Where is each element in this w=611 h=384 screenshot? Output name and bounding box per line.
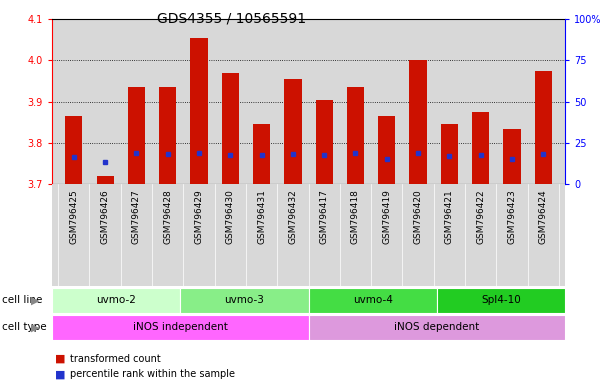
Text: iNOS dependent: iNOS dependent [394,322,480,333]
Text: GSM796431: GSM796431 [257,189,266,244]
Text: cell type: cell type [2,322,46,333]
Text: GSM796421: GSM796421 [445,189,454,244]
Text: GSM796425: GSM796425 [69,189,78,244]
Bar [309,288,437,313]
Text: GSM796426: GSM796426 [101,189,109,244]
Bar [472,112,489,184]
Bar [180,288,309,313]
Bar [409,61,426,184]
Bar [253,124,270,184]
Text: GSM796428: GSM796428 [163,189,172,244]
Bar [52,184,565,286]
Bar [309,315,565,340]
Bar [52,315,309,340]
Bar [535,71,552,184]
Bar [52,19,565,184]
Text: uvmo-4: uvmo-4 [353,295,393,306]
Text: iNOS independent: iNOS independent [133,322,228,333]
Bar [52,288,180,313]
Text: GSM796420: GSM796420 [414,189,423,244]
Bar [97,176,114,184]
Text: GSM796429: GSM796429 [194,189,203,244]
Text: GSM796424: GSM796424 [539,189,548,244]
Text: Spl4-10: Spl4-10 [481,295,521,306]
Bar [284,79,301,184]
Text: ■: ■ [55,354,65,364]
Text: ▶: ▶ [31,322,39,333]
Text: GSM796432: GSM796432 [288,189,298,244]
Bar [159,87,177,184]
Bar [347,87,364,184]
Bar [503,129,521,184]
Text: uvmo-2: uvmo-2 [96,295,136,306]
Text: GDS4355 / 10565591: GDS4355 / 10565591 [157,12,306,25]
Text: GSM796417: GSM796417 [320,189,329,244]
Text: GSM796427: GSM796427 [132,189,141,244]
Text: GSM796423: GSM796423 [508,189,516,244]
Text: ■: ■ [55,369,65,379]
Bar [316,100,333,184]
Bar [128,87,145,184]
Text: ▶: ▶ [31,295,39,306]
Text: cell line: cell line [2,295,42,306]
Text: GSM796419: GSM796419 [382,189,391,244]
Text: transformed count: transformed count [70,354,161,364]
Text: uvmo-3: uvmo-3 [224,295,265,306]
Text: GSM796418: GSM796418 [351,189,360,244]
Bar [378,116,395,184]
Bar [191,38,208,184]
Text: percentile rank within the sample: percentile rank within the sample [70,369,235,379]
Text: GSM796422: GSM796422 [476,189,485,244]
Bar [441,124,458,184]
Bar [437,288,565,313]
Text: GSM796430: GSM796430 [226,189,235,244]
Bar [222,73,239,184]
Bar [65,116,82,184]
